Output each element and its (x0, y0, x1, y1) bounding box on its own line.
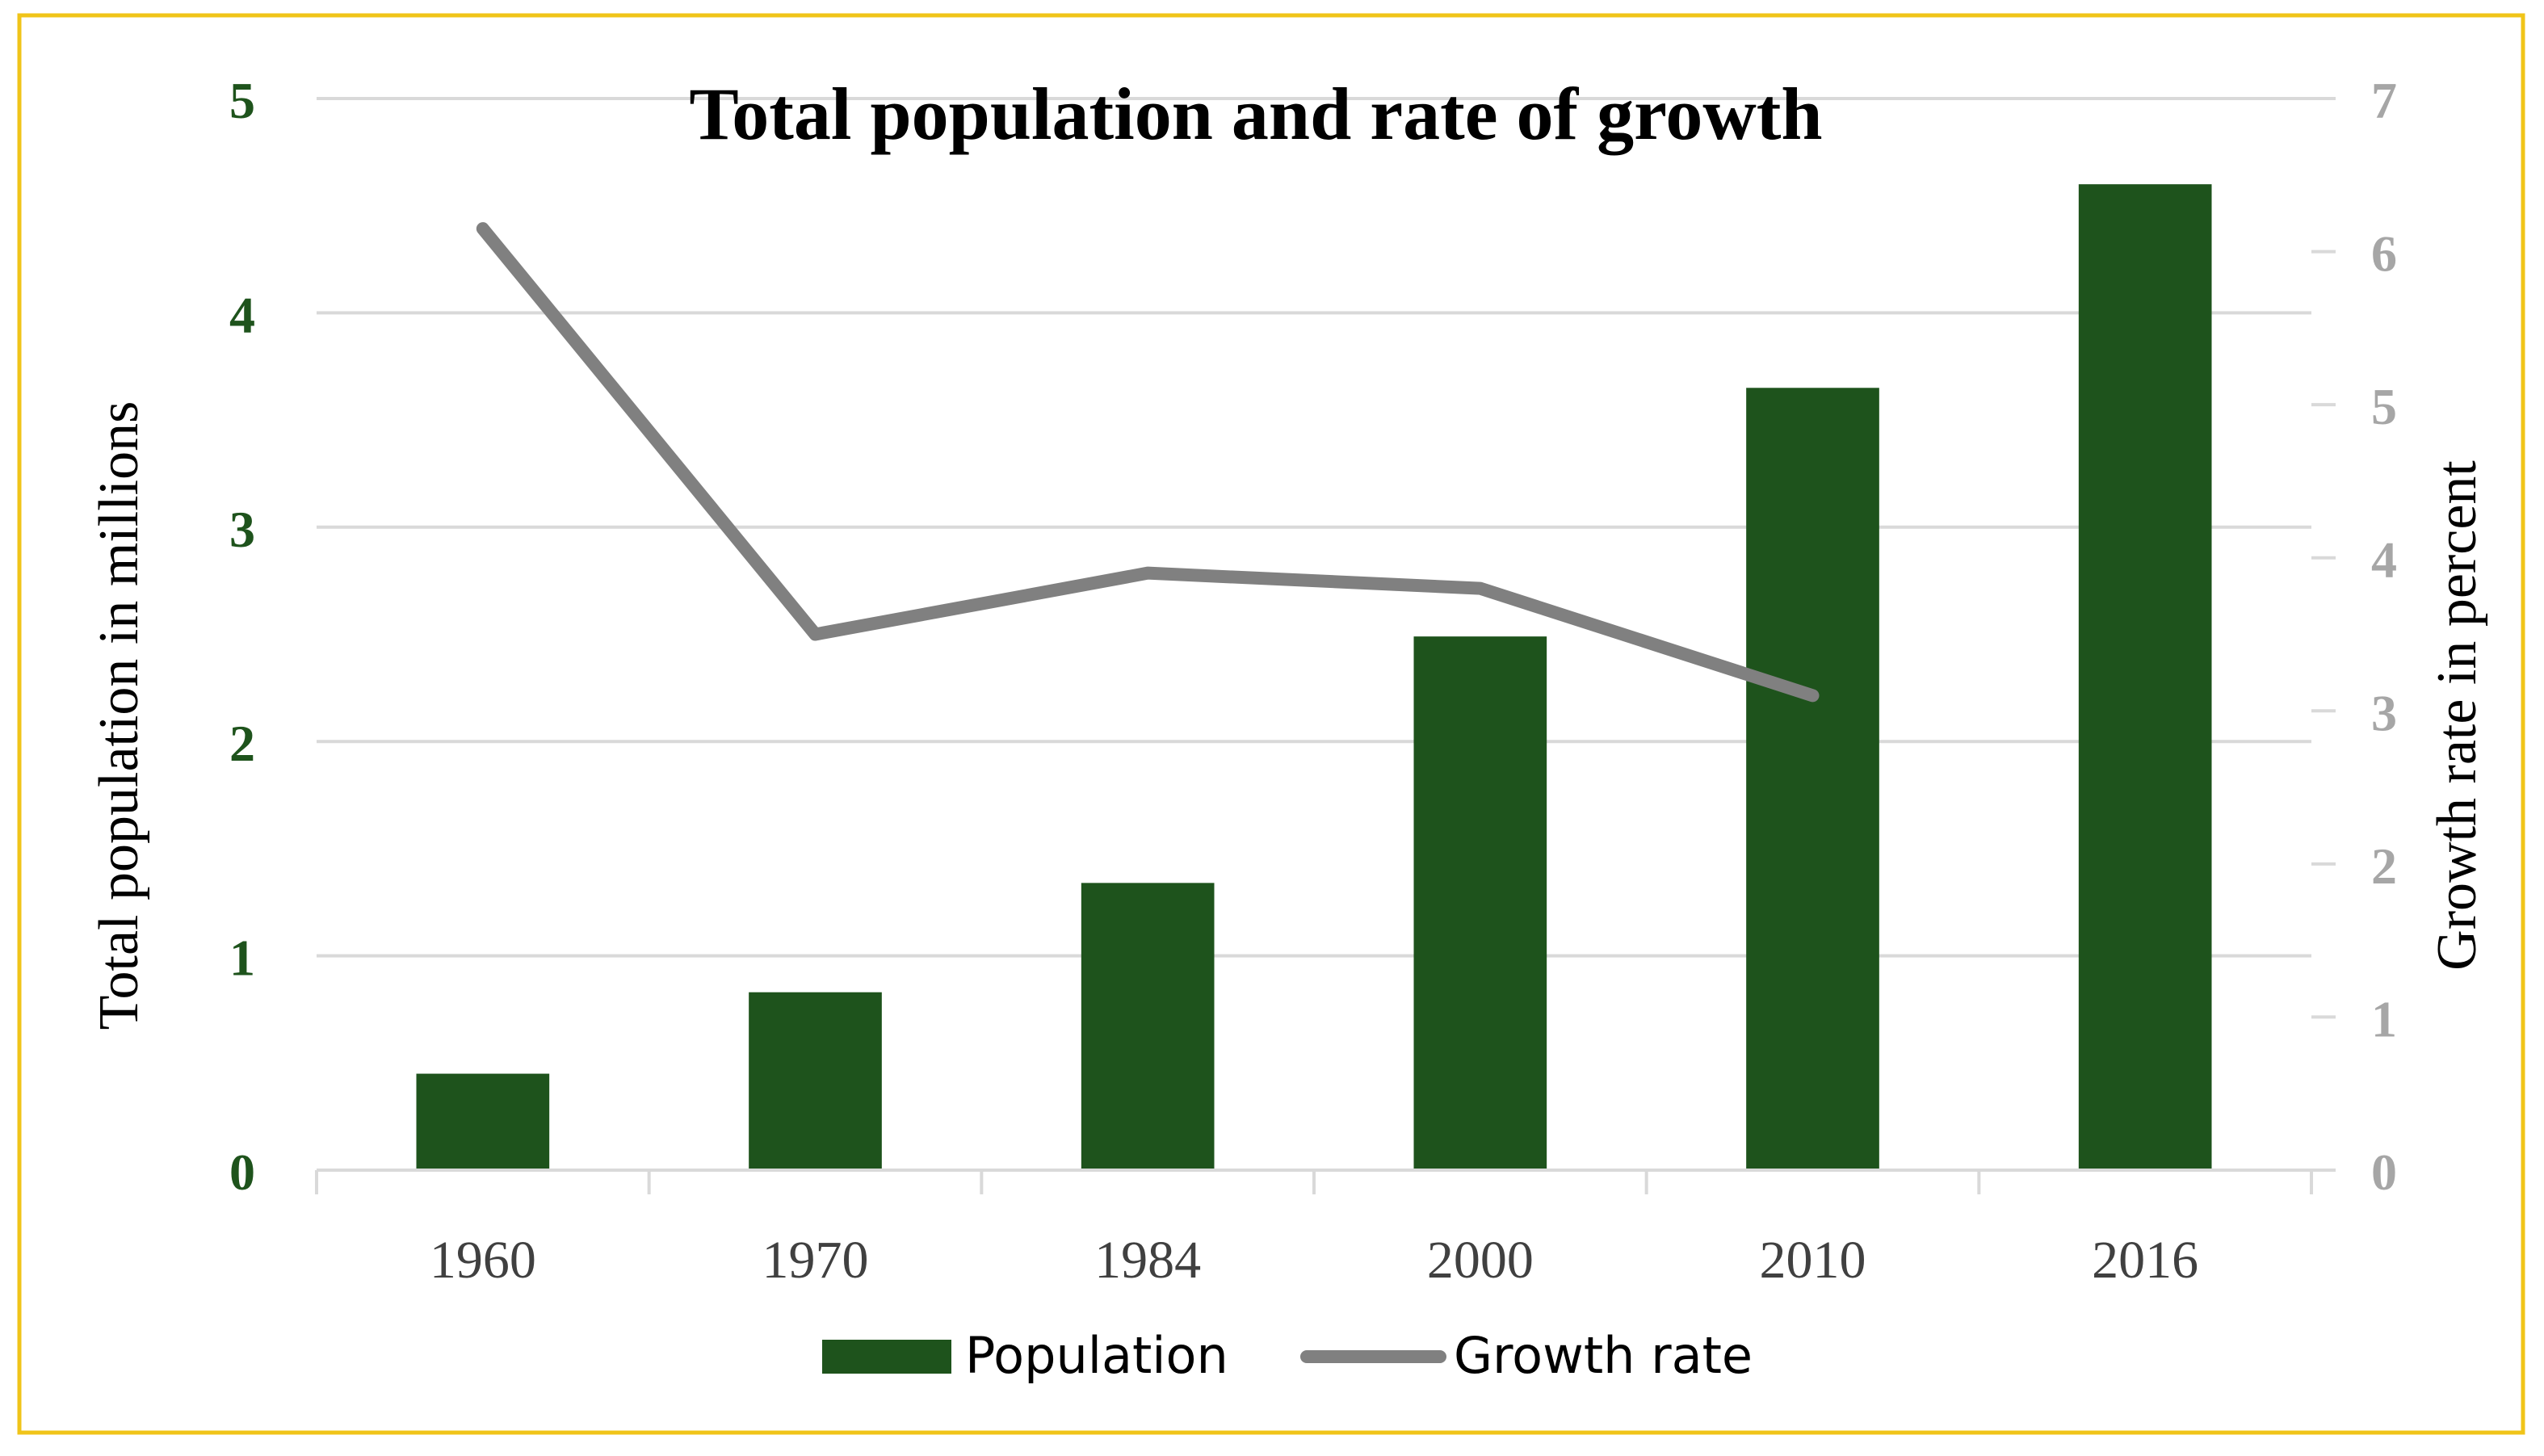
bar-2010 (1746, 388, 1879, 1170)
bars (416, 184, 2212, 1170)
y2-tick-label: 0 (2371, 1143, 2397, 1201)
y-tick-label: 5 (229, 72, 255, 129)
bar-1960 (416, 1073, 550, 1170)
bar-2016 (2078, 184, 2212, 1170)
y2-tick-label: 4 (2371, 531, 2397, 589)
y2-tick-label: 3 (2371, 684, 2397, 741)
axes: 0 1 2 3 4 5 0 1 2 3 4 5 6 7 1960 1970 1984 2000 2010 2016 (229, 72, 2397, 1290)
legend-label-growth-rate: Growth rate (1454, 1326, 1753, 1385)
y2-tick-label: 5 (2371, 378, 2397, 435)
bar-1970 (749, 992, 882, 1170)
y2-tick-label: 7 (2371, 72, 2397, 129)
y2-tick-label: 2 (2371, 837, 2397, 895)
y-tick-label: 3 (229, 501, 255, 558)
y-tick-label: 2 (229, 715, 255, 772)
y2-axis-label: Growth rate in percent (2426, 460, 2488, 971)
legend-label-population: Population (965, 1326, 1228, 1385)
y-tick-label: 1 (229, 929, 255, 987)
x-tick-label: 2010 (1760, 1231, 1866, 1290)
y-tick-label: 0 (229, 1143, 255, 1201)
x-tick-label: 1984 (1094, 1231, 1201, 1290)
x-tick-label: 2016 (2092, 1231, 2198, 1290)
y-axis-label: Total population in millions (88, 401, 150, 1030)
y2-tick-label: 1 (2371, 990, 2397, 1047)
legend: Population Growth rate (822, 1326, 1753, 1385)
bar-1984 (1081, 883, 1215, 1170)
growth-line (476, 222, 1820, 703)
x-tick-label: 1960 (430, 1231, 536, 1290)
legend-swatch-population (822, 1340, 951, 1374)
x-tick-label: 2000 (1427, 1231, 1534, 1290)
y2-tick-label: 6 (2371, 225, 2397, 283)
x-tick-label: 1970 (762, 1231, 869, 1290)
bar-2000 (1413, 636, 1547, 1170)
chart-title: Total population and rate of growth (689, 73, 1822, 155)
y-tick-label: 4 (229, 286, 255, 343)
